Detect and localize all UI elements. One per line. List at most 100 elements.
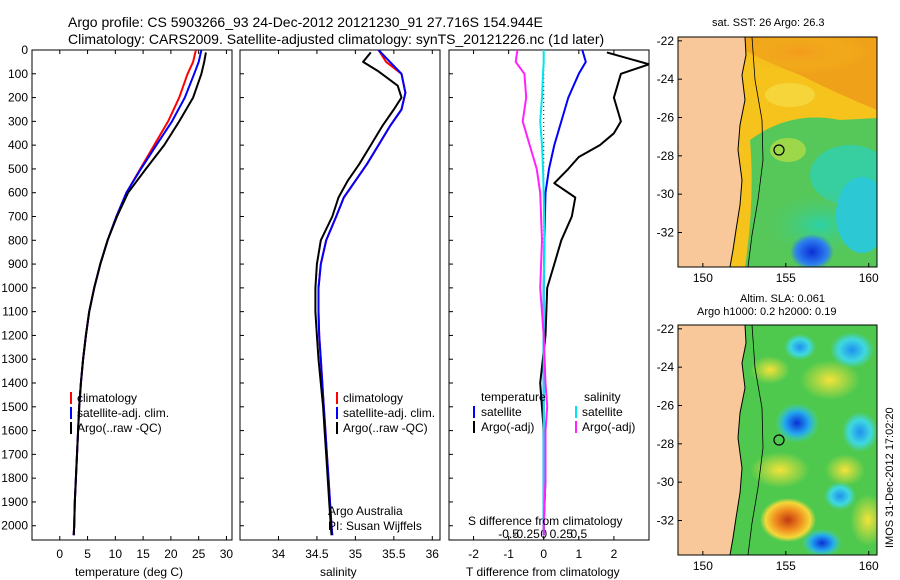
x-tick-label: -2 bbox=[468, 547, 479, 561]
depth-axis: 0 100 200 300 400 500 600 700 800 900 1000 1100 1200… bbox=[1, 43, 36, 533]
temperature-series bbox=[72, 50, 207, 536]
sst-map-frame bbox=[677, 36, 878, 268]
y-tick-label: 1600 bbox=[1, 424, 28, 438]
title-line-2: Climatology: CARS2009. Satellite-adjuste… bbox=[68, 31, 604, 47]
y-tick-label: 400 bbox=[8, 138, 28, 152]
land-australia bbox=[678, 37, 747, 267]
x-tick-label: 0 bbox=[540, 547, 547, 561]
temperature-legend: climatology satellite-adj. clim. Argo(..… bbox=[70, 391, 169, 435]
t-diff-xlabel: T difference from climatology bbox=[466, 565, 620, 579]
legend-temperature-heading: temperature bbox=[481, 390, 546, 404]
s-tick-label: 0.5 bbox=[570, 527, 587, 541]
y-tick-label: 800 bbox=[8, 233, 28, 247]
map-y-tick-label: -26 bbox=[657, 399, 675, 413]
y-tick-label: 100 bbox=[8, 67, 28, 81]
x-tick-label: 0 bbox=[56, 547, 63, 561]
sla-map-title: Altim. SLA: 0.061 bbox=[740, 293, 825, 305]
s-tick-label: -0.5 bbox=[498, 527, 519, 541]
title-line-1: Argo profile: CS 5903266_93 24-Dec-2012 … bbox=[68, 14, 543, 30]
map-y-tick-label: -22 bbox=[657, 322, 675, 336]
y-tick-label: 0 bbox=[21, 43, 28, 57]
map-y-tick-label: -32 bbox=[657, 226, 675, 240]
legend-sal-satellite: satellite bbox=[582, 405, 623, 419]
s-tick-label: 0.25 bbox=[550, 527, 574, 541]
temperature-axes-frame bbox=[31, 49, 233, 541]
legend-salinity-heading: salinity bbox=[584, 390, 621, 404]
map-x-tick-label: 150 bbox=[693, 271, 713, 285]
sst-map-title: sat. SST: 26 Argo: 26.3 bbox=[712, 17, 825, 29]
sla-map: Altim. SLA: 0.061 Argo h1000: 0.2 h2000:… bbox=[657, 293, 879, 573]
salinity-series bbox=[314, 50, 407, 536]
x-tick-label: 2 bbox=[611, 547, 618, 561]
salinity-panel: 34 34.5 35 35.5 36 salinity climatology sate… bbox=[239, 49, 441, 579]
temperature-x-axis: 0 5 10 15 20 25 30 bbox=[56, 50, 233, 561]
map-x-tick-label: 155 bbox=[776, 559, 796, 573]
x-tick-label: 20 bbox=[164, 547, 178, 561]
difference-legend: temperature salinity satellite Argo(-adj… bbox=[473, 390, 635, 434]
y-tick-label: 1900 bbox=[1, 495, 28, 509]
s-diff-label: S difference from climatology bbox=[468, 514, 623, 528]
series-line-salinity-argo-adj- bbox=[514, 50, 549, 536]
argo-location-marker bbox=[773, 144, 785, 156]
temperature-xlabel: temperature (deg C) bbox=[75, 565, 183, 579]
y-tick-label: 1000 bbox=[1, 281, 28, 295]
x-tick-label: 1 bbox=[575, 547, 582, 561]
legend-satellite-adj: satellite-adj. clim. bbox=[77, 406, 169, 420]
x-tick-label: 34.5 bbox=[305, 547, 329, 561]
legend-satellite-adj: satellite-adj. clim. bbox=[343, 406, 435, 420]
x-tick-label: 10 bbox=[109, 547, 123, 561]
y-tick-label: 700 bbox=[8, 210, 28, 224]
x-tick-label: -1 bbox=[503, 547, 514, 561]
y-tick-label: 1400 bbox=[1, 376, 28, 390]
salinity-x-axis: 34 34.5 35 35.5 36 bbox=[240, 49, 440, 561]
difference-x-axis: -2 -1 0 1 2-0.5-0.25 0 0.250.5 bbox=[449, 49, 618, 561]
x-tick-label: 36 bbox=[426, 547, 440, 561]
x-tick-label: 25 bbox=[192, 547, 206, 561]
y-tick-label: 300 bbox=[8, 114, 28, 128]
sla-map-subtitle: Argo h1000: 0.2 h2000: 0.19 bbox=[697, 306, 836, 318]
y-tick-label: 1500 bbox=[1, 400, 28, 414]
sla-map-axes: 150 155 160 -22 -24 -26 -28 -30 -32 bbox=[657, 322, 879, 573]
difference-series bbox=[514, 50, 649, 536]
map-y-tick-label: -22 bbox=[657, 34, 675, 48]
map-y-tick-label: -32 bbox=[657, 514, 675, 528]
difference-axes-frame bbox=[448, 49, 650, 541]
s-tick-label: -0.25 bbox=[513, 527, 541, 541]
map-y-tick-label: -26 bbox=[657, 111, 675, 125]
difference-panel: -2 -1 0 1 2-0.5-0.25 0 0.250.5 S difference fr… bbox=[448, 49, 650, 579]
y-tick-label: 1700 bbox=[1, 447, 28, 461]
salinity-legend: climatology satellite-adj. clim. Argo(..… bbox=[336, 391, 435, 435]
temperature-panel: 0100200300400500600700800900100011001200… bbox=[1, 43, 233, 579]
y-tick-label: 900 bbox=[8, 257, 28, 271]
map-x-tick-label: 150 bbox=[693, 559, 713, 573]
salinity-xlabel: salinity bbox=[320, 565, 357, 579]
sla-map-frame bbox=[677, 324, 878, 556]
y-tick-label: 1100 bbox=[2, 305, 28, 319]
map-x-tick-label: 160 bbox=[859, 271, 879, 285]
map-y-tick-label: -24 bbox=[657, 360, 675, 374]
series-line-satellite-adj-clim- bbox=[317, 50, 407, 536]
legend-temp-satellite: satellite bbox=[481, 405, 522, 419]
series-line-argo-raw-qc- bbox=[72, 52, 207, 536]
y-tick-label: 200 bbox=[8, 91, 28, 105]
land-australia bbox=[678, 325, 747, 555]
sst-map-axes: 150 155 160 -22 -24 -26 -28 -30 -32 bbox=[657, 34, 879, 285]
map-y-tick-label: -28 bbox=[657, 149, 675, 163]
legend-temp-argo: Argo(-adj) bbox=[481, 420, 534, 434]
series-line-salinity-satellite bbox=[539, 50, 546, 536]
x-tick-label: 30 bbox=[220, 547, 234, 561]
map-y-tick-label: -30 bbox=[657, 475, 675, 489]
y-tick-label: 600 bbox=[8, 186, 28, 200]
map-y-tick-label: -24 bbox=[657, 72, 675, 86]
y-tick-label: 500 bbox=[8, 162, 28, 176]
legend-argo: Argo(..raw -QC) bbox=[77, 421, 162, 435]
x-tick-label: 35.5 bbox=[382, 547, 406, 561]
series-line-argo-raw-qc- bbox=[314, 51, 403, 536]
x-tick-label: 5 bbox=[84, 547, 91, 561]
map-x-tick-label: 155 bbox=[776, 271, 796, 285]
legend-argo: Argo(..raw -QC) bbox=[343, 421, 428, 435]
salinity-axes-frame bbox=[239, 49, 441, 541]
sst-map: sat. SST: 26 Argo: 26.3 150 155 160 -22 -24 -… bbox=[657, 17, 879, 285]
series-line-temperature-satellite bbox=[542, 50, 587, 536]
